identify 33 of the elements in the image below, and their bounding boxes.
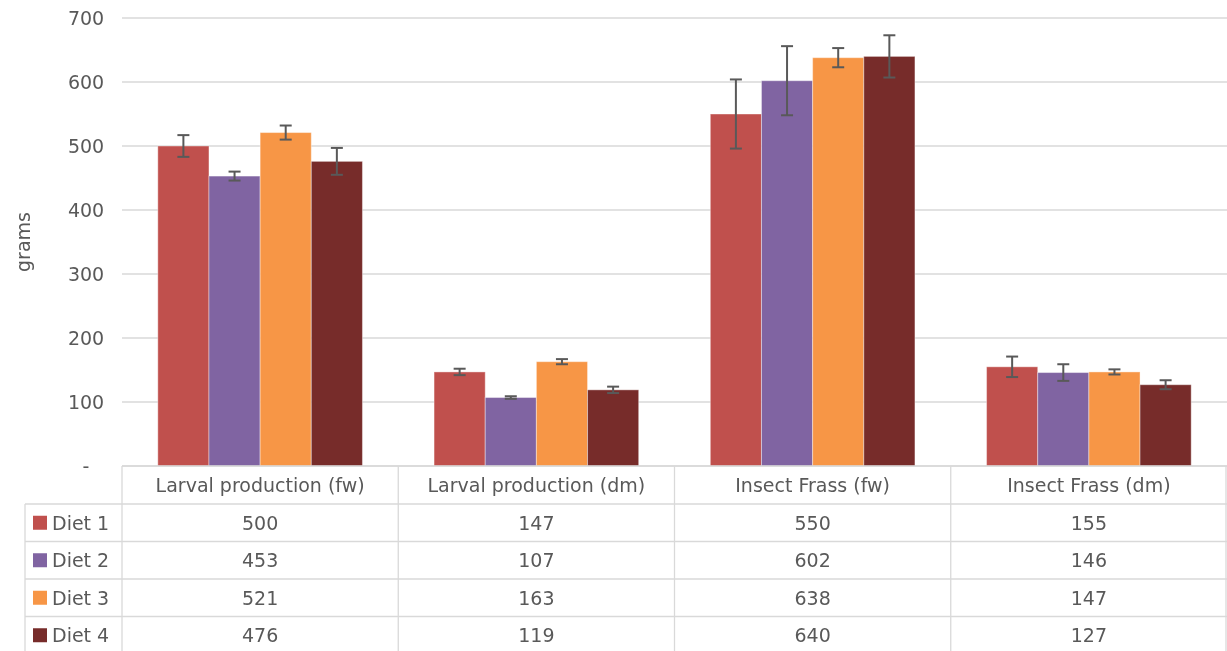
y-tick-label: 200 bbox=[67, 326, 105, 349]
y-tick-label: 100 bbox=[67, 390, 105, 413]
y-tick-label: 400 bbox=[67, 198, 105, 221]
data-label: 500 bbox=[241, 511, 279, 534]
data-label: 602 bbox=[794, 549, 831, 572]
data-label: 146 bbox=[1070, 549, 1108, 572]
legend-label: Diet 2 bbox=[52, 549, 110, 572]
x-tick-label: Insect Frass (fw) bbox=[735, 474, 890, 496]
y-tick-label: 300 bbox=[67, 262, 105, 285]
y-tick-label: 700 bbox=[67, 6, 105, 29]
data-label: 163 bbox=[518, 586, 555, 609]
y-tick-label: 500 bbox=[67, 134, 105, 157]
x-tick-label: Larval production (dm) bbox=[427, 474, 646, 496]
legend-label: Diet 1 bbox=[52, 511, 110, 534]
data-label: 147 bbox=[518, 511, 555, 534]
y-tick-label: 600 bbox=[67, 70, 105, 93]
data-label: 550 bbox=[794, 511, 831, 534]
data-label: 638 bbox=[794, 586, 831, 609]
y-tick-label: - bbox=[82, 454, 90, 477]
data-label: 640 bbox=[794, 624, 831, 647]
data-label: 127 bbox=[1070, 624, 1108, 647]
y-axis-title: grams bbox=[12, 212, 34, 272]
data-label: 453 bbox=[241, 549, 279, 572]
legend-label: Diet 3 bbox=[52, 586, 110, 609]
data-label: 107 bbox=[518, 549, 555, 572]
x-tick-label: Insect Frass (dm) bbox=[1007, 474, 1171, 496]
legend-label: Diet 4 bbox=[52, 624, 110, 647]
data-label: 155 bbox=[1070, 511, 1108, 534]
data-label: 119 bbox=[518, 624, 555, 647]
data-label: 521 bbox=[241, 586, 279, 609]
x-tick-label: Larval production (fw) bbox=[155, 474, 365, 496]
data-label: 147 bbox=[1070, 586, 1108, 609]
data-label: 476 bbox=[241, 624, 279, 647]
